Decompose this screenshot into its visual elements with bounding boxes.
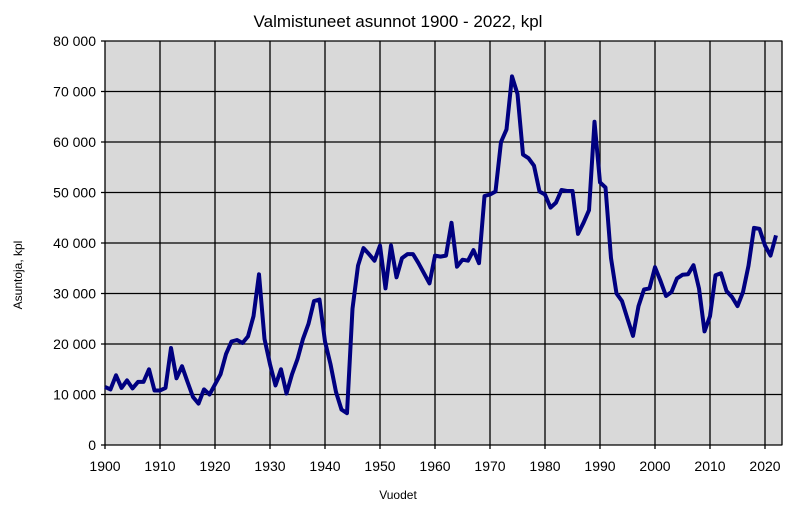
y-tick-label: 30 000 [53, 286, 96, 302]
x-tick-label: 2010 [694, 458, 725, 474]
chart-title: Valmistuneet asunnot 1900 - 2022, kpl [254, 12, 543, 31]
y-tick-label: 40 000 [53, 235, 96, 251]
gridlines [101, 40, 783, 449]
series-line [104, 74, 778, 416]
x-tick-label: 1920 [199, 458, 230, 474]
y-axis-ticks: 0 10 000 20 000 30 000 40 000 50 000 60 000 70 … [53, 33, 96, 453]
x-tick-label: 1950 [364, 458, 395, 474]
y-tick-label: 20 000 [53, 336, 96, 352]
y-tick-label: 10 000 [53, 387, 96, 403]
x-tick-label: 1930 [254, 458, 285, 474]
x-tick-label: 1910 [144, 458, 175, 474]
y-tick-label: 0 [88, 437, 96, 453]
x-tick-label: 1940 [309, 458, 340, 474]
x-tick-label: 1900 [89, 458, 120, 474]
x-tick-label: 1980 [529, 458, 560, 474]
x-tick-label: 1960 [419, 458, 450, 474]
x-tick-label: 2000 [639, 458, 670, 474]
x-tick-label: 1990 [584, 458, 615, 474]
x-tick-label: 2020 [749, 458, 780, 474]
y-axis-label: Asuntoja, kpl [11, 241, 25, 310]
y-tick-label: 80 000 [53, 33, 96, 49]
x-tick-label: 1970 [474, 458, 505, 474]
x-axis-ticks: 1900 1910 1920 1930 1940 1950 1960 1970 1980 1990… [89, 458, 780, 474]
y-tick-label: 50 000 [53, 185, 96, 201]
y-tick-label: 60 000 [53, 134, 96, 150]
x-axis-label: Vuodet [379, 488, 417, 502]
y-tick-label: 70 000 [53, 84, 96, 100]
